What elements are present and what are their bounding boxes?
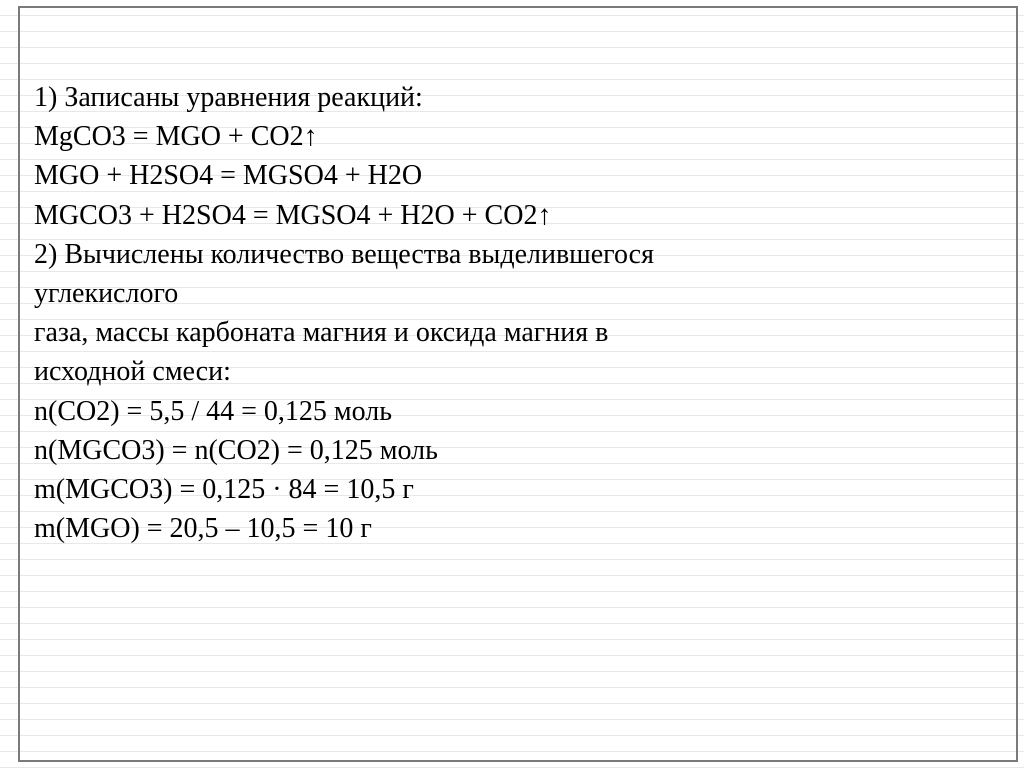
text-line: m(MGO) = 20,5 – 10,5 = 10 г xyxy=(34,509,1006,548)
text-line: 1) Записаны уравнения реакций: xyxy=(34,78,1006,117)
slide-page: 1) Записаны уравнения реакций: MgCO3 = M… xyxy=(0,0,1024,768)
text-line: n(MGCO3) = n(CO2) = 0,125 моль xyxy=(34,431,1006,470)
text-line: m(MGCO3) = 0,125 · 84 = 10,5 г xyxy=(34,470,1006,509)
text-line: 2) Вычислены количество вещества выделив… xyxy=(34,235,1006,274)
text-line: углекислого xyxy=(34,274,1006,313)
text-line: MGCO3 + H2SO4 = MGSO4 + H2O + CO2↑ xyxy=(34,196,1006,235)
text-line: n(CO2) = 5,5 / 44 = 0,125 моль xyxy=(34,392,1006,431)
text-line: исходной смеси: xyxy=(34,352,1006,391)
text-line: газа, массы карбоната магния и оксида ма… xyxy=(34,313,1006,352)
text-line: MgCO3 = MGO + CO2↑ xyxy=(34,117,1006,156)
text-line: MGO + H2SO4 = MGSO4 + H2O xyxy=(34,156,1006,195)
chemistry-text-block: 1) Записаны уравнения реакций: MgCO3 = M… xyxy=(34,78,1006,548)
content-frame: 1) Записаны уравнения реакций: MgCO3 = M… xyxy=(18,6,1018,762)
